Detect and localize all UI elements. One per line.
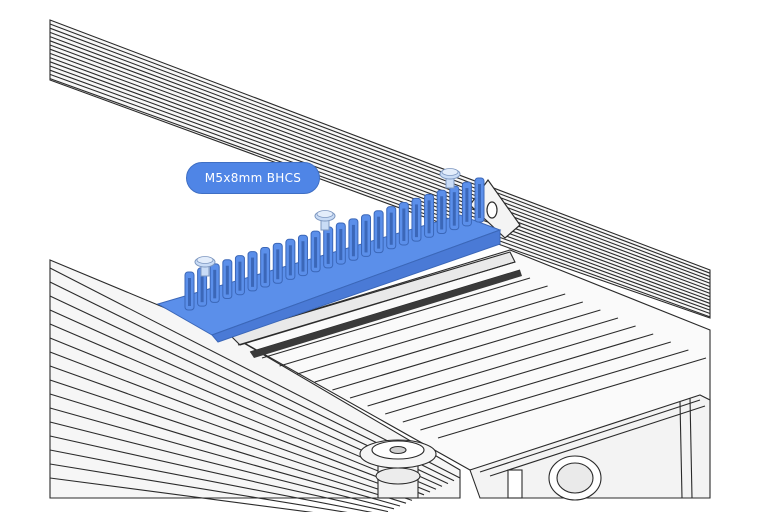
comb-tooth	[474, 177, 485, 223]
comb-tooth	[449, 185, 460, 231]
groove-line	[49, 27, 711, 278]
comb-tooth	[424, 193, 435, 238]
groove-line	[297, 293, 566, 375]
comb-tooth	[323, 226, 334, 269]
groove-line	[437, 357, 707, 439]
comb-tooth	[310, 230, 321, 273]
groove-line	[49, 57, 711, 301]
groove-line	[49, 365, 419, 499]
comb-tooth	[222, 259, 233, 300]
cross-extrusion	[469, 394, 711, 501]
upper-extrusion-grooves	[49, 23, 711, 318]
comb-tooth	[234, 255, 245, 296]
comb-tooth	[361, 214, 372, 257]
groove-line	[49, 36, 711, 284]
comb-tooth	[373, 210, 384, 254]
groove-line	[314, 301, 583, 383]
inner-channel	[228, 249, 711, 471]
comb-tooth	[398, 202, 409, 246]
groove-line	[49, 421, 395, 510]
comb-tooth	[285, 238, 296, 280]
groove-line	[332, 309, 601, 391]
comb-tooth	[297, 234, 308, 277]
groove-line	[49, 52, 711, 298]
comb-teeth	[184, 177, 485, 311]
groove-line	[49, 351, 425, 496]
comb-tooth	[272, 242, 283, 284]
groove-line	[49, 463, 348, 512]
groove-line	[49, 477, 314, 512]
groove-line	[49, 69, 711, 311]
comb-tooth	[247, 251, 258, 292]
groove-line	[49, 40, 711, 288]
groove-line	[420, 349, 689, 431]
channel-grooves	[261, 277, 707, 439]
comb-tooth	[348, 218, 359, 261]
comb-tooth	[209, 263, 220, 303]
m5-screw-icon	[439, 168, 461, 189]
comb-tooth	[184, 271, 195, 311]
groove-line	[49, 337, 431, 493]
comb-tooth	[335, 222, 346, 265]
groove-line	[279, 285, 548, 367]
comb-tooth	[461, 181, 472, 227]
groove-line	[49, 449, 373, 512]
groove-line	[49, 435, 389, 512]
comb-tooth	[197, 267, 208, 307]
comb-tooth	[260, 246, 271, 288]
groove-line	[385, 333, 654, 415]
groove-line	[49, 73, 711, 315]
groove-line	[402, 341, 671, 423]
m5-screw-icon	[194, 256, 216, 277]
screw-callout-label: M5x8mm BHCS	[186, 162, 320, 194]
groove-line	[49, 31, 711, 281]
groove-line	[349, 317, 619, 399]
upper-extrusion	[49, 19, 711, 319]
groove-line	[49, 44, 711, 291]
screw-group	[194, 168, 461, 277]
groove-line	[49, 61, 711, 304]
groove-line	[49, 393, 407, 504]
comb-tooth	[386, 206, 397, 250]
groove-line	[261, 277, 531, 359]
groove-line	[49, 48, 711, 294]
groove-line	[49, 78, 711, 318]
groove-line	[49, 65, 711, 308]
groove-line	[49, 23, 711, 274]
groove-line	[49, 407, 401, 507]
comb-tooth	[436, 189, 447, 234]
groove-line	[367, 325, 636, 407]
cable-comb-clip	[156, 177, 502, 343]
comb-tooth	[411, 197, 422, 242]
thumb-nut	[359, 439, 437, 499]
m5-screw-icon	[314, 210, 336, 231]
groove-line	[49, 379, 413, 501]
